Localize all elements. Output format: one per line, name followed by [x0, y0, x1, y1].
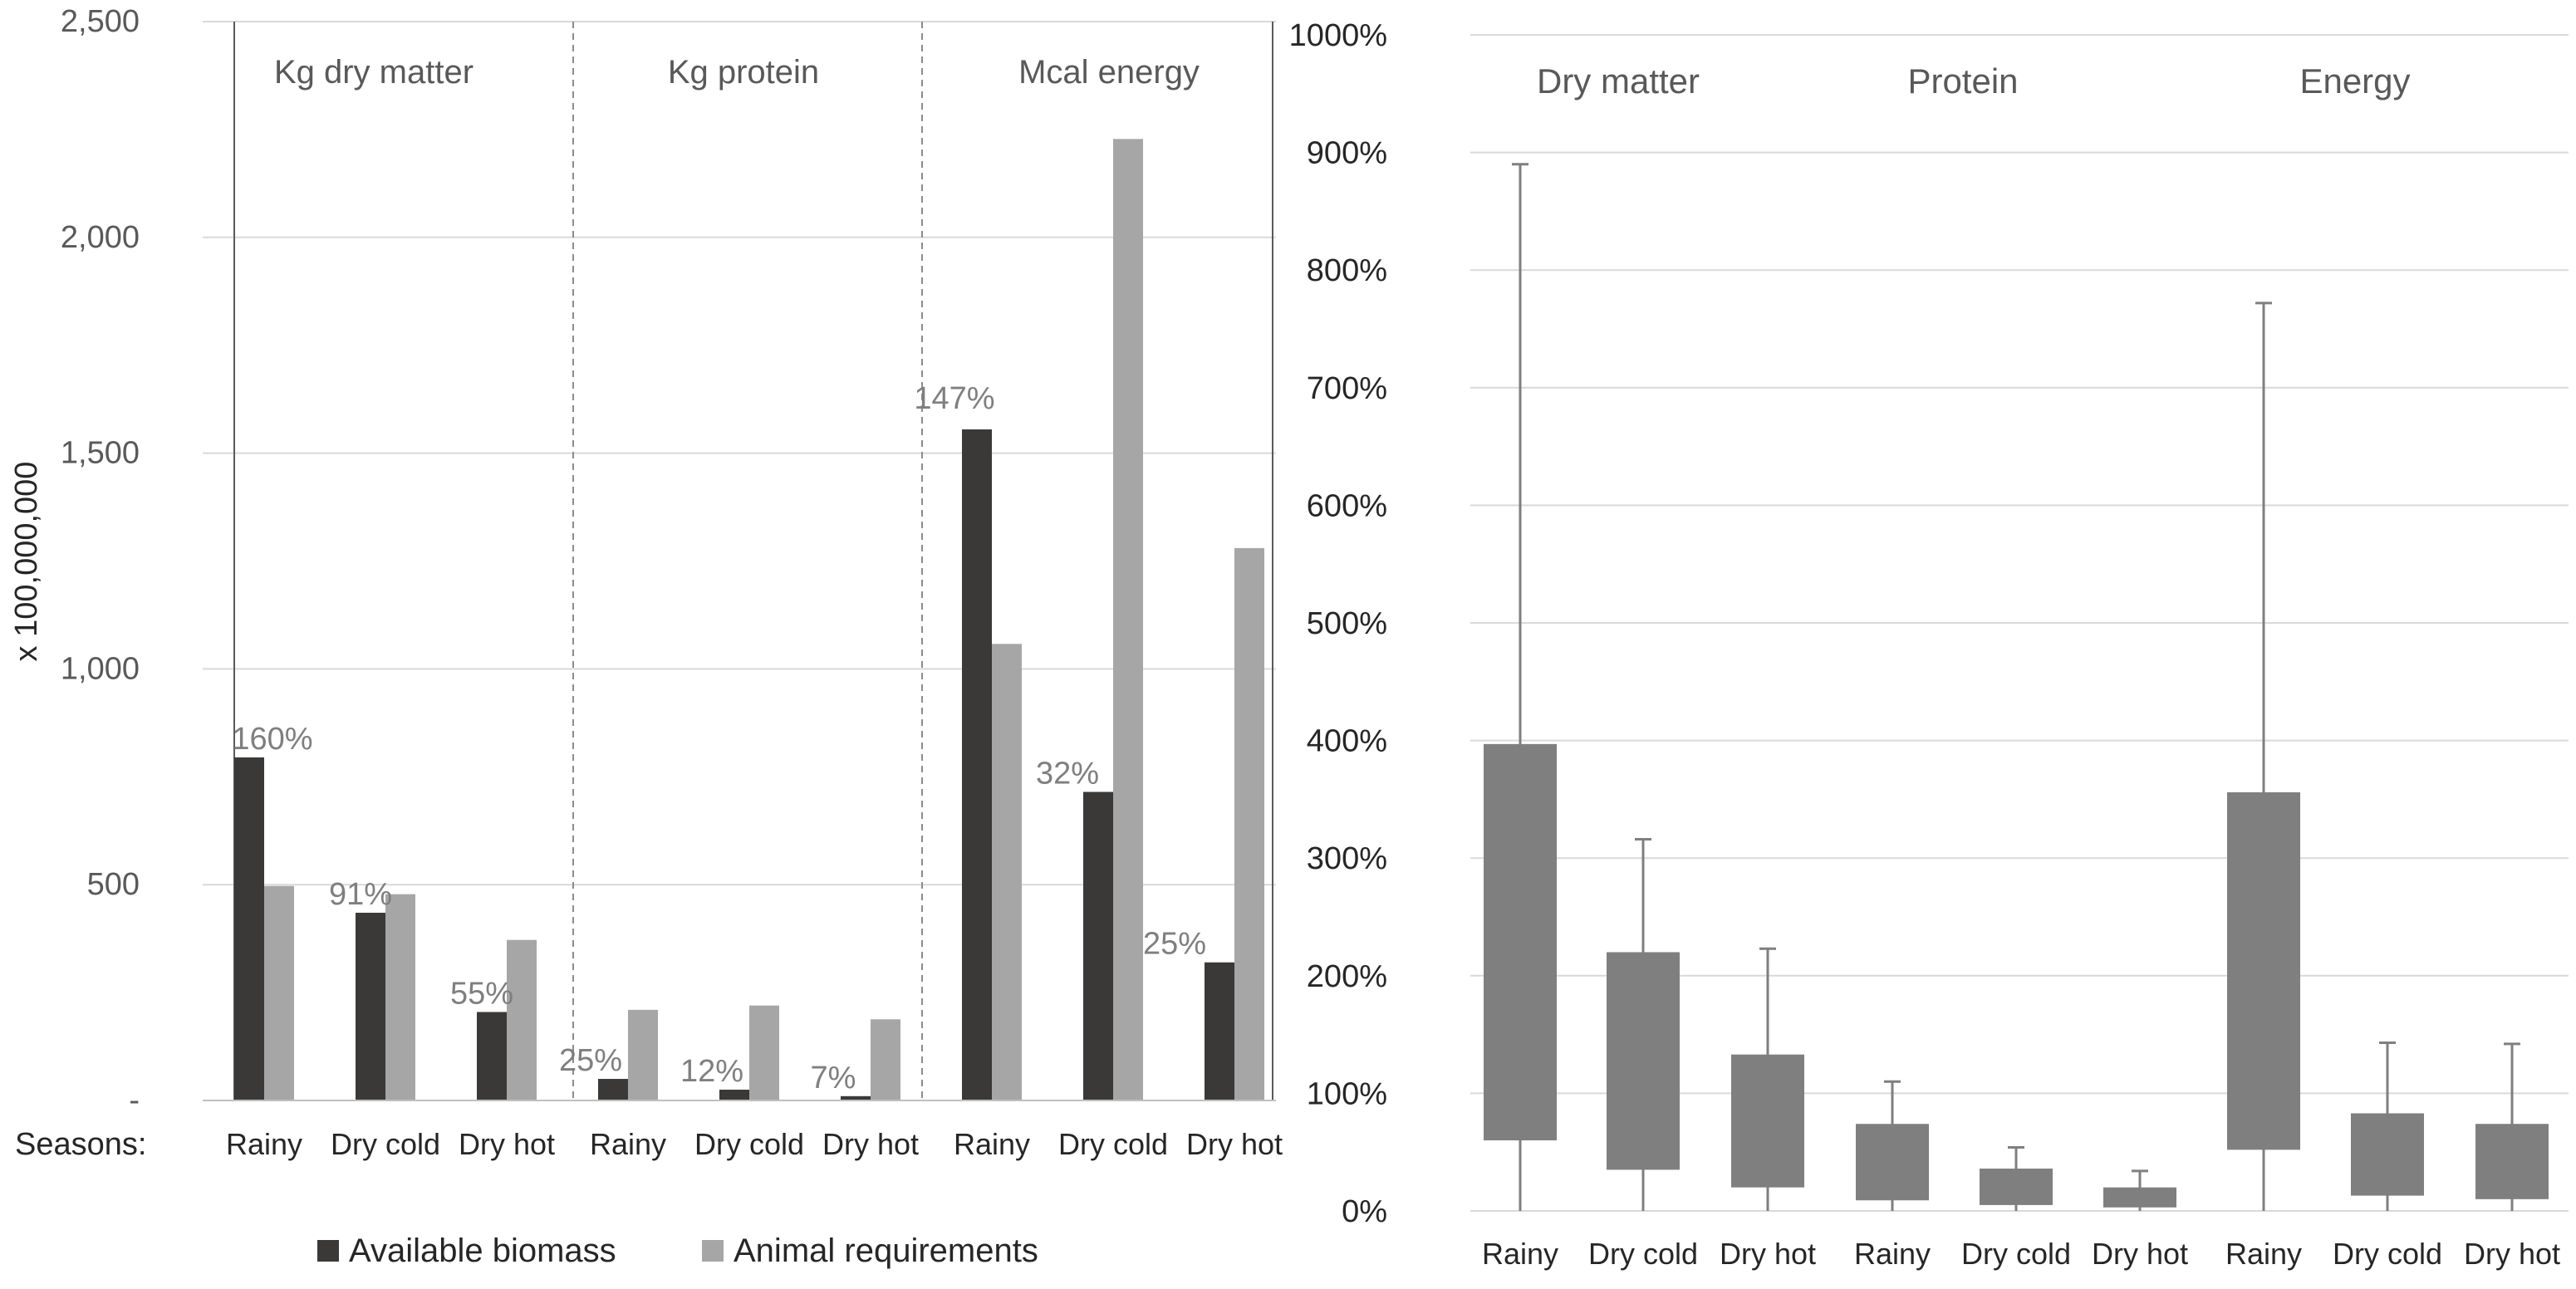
y-tick-label: 200% — [1307, 959, 1387, 994]
box — [1484, 743, 1557, 1141]
group-title: Kg dry matter — [274, 54, 473, 91]
bar-available-biomass — [841, 1095, 871, 1100]
ratio-label: 91% — [329, 877, 392, 912]
bar-animal-requirements — [264, 885, 294, 1100]
x-tick-label: Dry hot — [1186, 1127, 1283, 1161]
ratio-label: 147% — [914, 381, 994, 416]
box — [1607, 952, 1680, 1170]
x-tick-label: Dry hot — [459, 1127, 555, 1161]
bar-available-biomass — [1205, 962, 1234, 1100]
x-tick-label: Rainy — [226, 1127, 302, 1161]
x-tick-label: Dry hot — [2092, 1237, 2188, 1271]
x-tick-label: Dry cold — [1058, 1127, 1168, 1161]
x-tick-label: Rainy — [590, 1127, 666, 1161]
bar-animal-requirements — [992, 644, 1022, 1100]
y-tick-label: 0% — [1342, 1194, 1387, 1229]
y-tick-label: 800% — [1307, 253, 1387, 288]
bar-available-biomass — [477, 1012, 507, 1100]
y-tick-label: 700% — [1307, 371, 1387, 406]
ratio-label: 32% — [1036, 756, 1099, 791]
legend-label-animal-requirements: Animal requirements — [734, 1233, 1038, 1269]
ratio-label: 25% — [1143, 927, 1206, 962]
ratio-label: 160% — [232, 722, 312, 757]
y-tick-label: 300% — [1307, 841, 1387, 876]
x-tick-label: Rainy — [954, 1127, 1030, 1161]
bar-animal-requirements — [871, 1019, 900, 1100]
x-tick-label: Rainy — [1854, 1237, 1931, 1271]
x-tick-label: Rainy — [1482, 1237, 1558, 1271]
legend-label-available-biomass: Available biomass — [349, 1233, 616, 1269]
x-tick-label: Dry cold — [1588, 1237, 1698, 1271]
legend-swatch-available-biomass — [317, 1240, 339, 1262]
x-tick-label: Dry cold — [331, 1127, 440, 1161]
ratio-label: 7% — [811, 1061, 856, 1095]
bar-animal-requirements — [385, 894, 415, 1100]
bar-animal-requirements — [1234, 547, 1264, 1100]
y-tick-label: 1,000 — [61, 651, 140, 686]
group-title: Dry matter — [1537, 61, 1700, 100]
bar-animal-requirements — [1113, 139, 1143, 1101]
box — [2227, 792, 2300, 1150]
legend-swatch-animal-requirements — [702, 1240, 724, 1262]
y-tick-label: 1000% — [1289, 18, 1387, 53]
group-title: Mcal energy — [1018, 54, 1200, 91]
bar-available-biomass — [719, 1090, 749, 1100]
box — [2351, 1113, 2424, 1196]
y-tick-label: 600% — [1307, 488, 1387, 523]
bar-available-biomass — [356, 912, 385, 1100]
y-tick-label: 2,500 — [61, 4, 140, 39]
bar-animal-requirements — [749, 1005, 779, 1100]
y-tick-label: 1,500 — [61, 436, 140, 471]
y-tick-label: 500% — [1307, 606, 1387, 641]
y-tick-label: 900% — [1307, 136, 1387, 171]
group-title: Kg protein — [668, 54, 819, 91]
x-tick-label: Rainy — [2225, 1237, 2302, 1271]
group-title: Energy — [2299, 61, 2410, 100]
y-axis-title: x 100,000,000 — [9, 462, 44, 662]
x-tick-label: Dry hot — [1720, 1237, 1816, 1271]
x-tick-label: Dry cold — [694, 1127, 804, 1161]
bar-available-biomass — [1083, 792, 1113, 1100]
group-title: Protein — [1907, 61, 2018, 100]
bar-available-biomass — [962, 429, 992, 1100]
ratio-label: 12% — [680, 1054, 743, 1089]
y-tick-label: - — [129, 1083, 140, 1118]
x-tick-label: Dry cold — [1961, 1237, 2071, 1271]
right-box-chart: 0% 100% 200% 300% 400% 500% 600% 700% 800% 900% 10… — [1289, 18, 2569, 1271]
x-tick-label: Dry hot — [2464, 1237, 2560, 1271]
bar-animal-requirements — [628, 1009, 658, 1100]
box — [2475, 1124, 2549, 1199]
bar-available-biomass — [598, 1079, 628, 1100]
x-axis-title: Seasons: — [15, 1127, 146, 1162]
y-tick-label: 400% — [1307, 724, 1387, 759]
bar-available-biomass — [234, 757, 264, 1100]
left-bar-chart: - 500 1,000 1,500 2,000 2,500 x 100,000,000 Kg … — [9, 4, 1283, 1269]
box — [1731, 1054, 1804, 1188]
x-tick-label: Dry hot — [822, 1127, 919, 1161]
y-tick-label: 100% — [1307, 1076, 1387, 1111]
y-tick-label: 500 — [87, 867, 140, 902]
ratio-label: 55% — [450, 976, 513, 1011]
box — [2103, 1187, 2176, 1208]
x-tick-label: Dry cold — [2333, 1237, 2442, 1271]
box — [1980, 1169, 2053, 1205]
bar-animal-requirements — [507, 939, 537, 1100]
box — [1856, 1124, 1929, 1201]
y-tick-label: 2,000 — [61, 220, 140, 255]
ratio-label: 25% — [559, 1043, 622, 1078]
